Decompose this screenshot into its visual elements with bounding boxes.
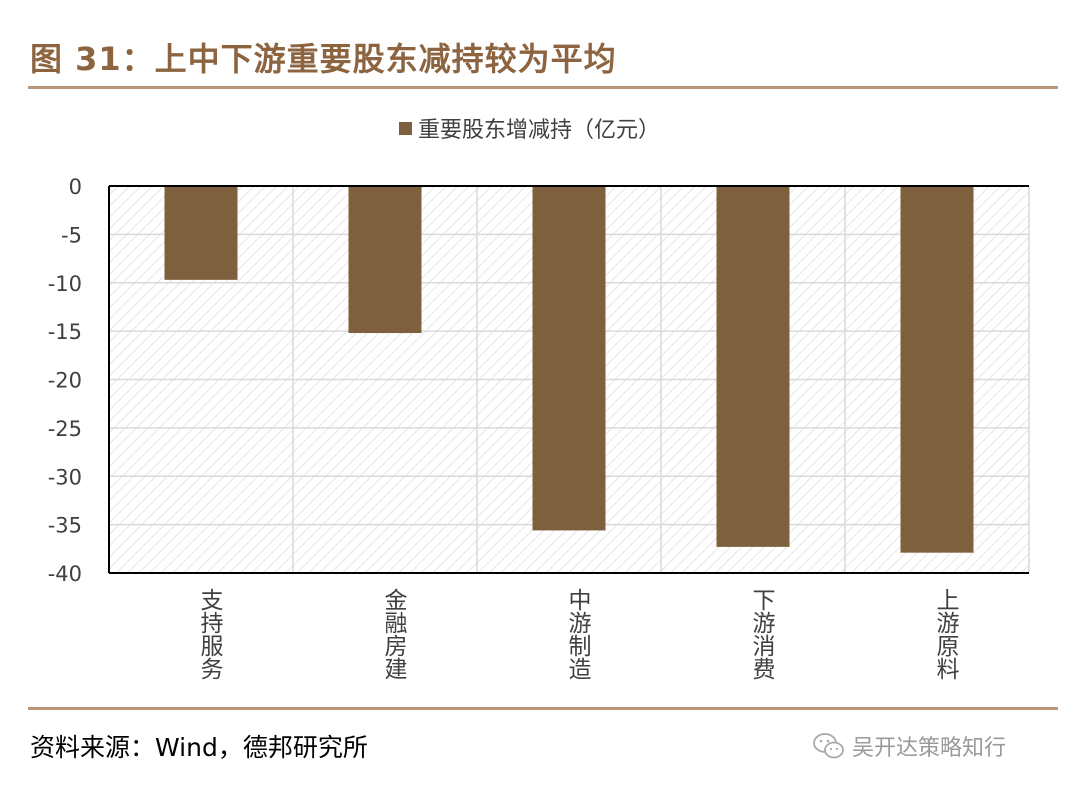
bar <box>532 186 606 531</box>
source-divider <box>28 707 1058 710</box>
y-tick-label: -10 <box>48 272 82 296</box>
wechat-icon <box>813 733 844 759</box>
chart-area: 0 -5 -10 -15 -20 -25 -30 -35 -40 支持服务 金融房建 中游制造 下游消费… <box>0 100 1080 700</box>
y-tick-label: -5 <box>61 223 82 247</box>
figure-title: 图 31：上中下游重要股东减持较为平均 <box>30 40 617 78</box>
bar <box>164 186 238 280</box>
y-tick-label: -15 <box>48 320 82 344</box>
y-tick-label: -40 <box>48 562 82 586</box>
x-tick-label: 支持服务 <box>196 588 224 680</box>
x-tick-label: 下游消费 <box>748 588 776 680</box>
x-tick-label: 上游原料 <box>932 588 960 680</box>
y-tick-label: -20 <box>48 369 82 393</box>
legend-swatch <box>399 122 412 135</box>
source-note: 资料来源：Wind，德邦研究所 <box>30 733 368 762</box>
watermark: 吴开达策略知行 <box>812 730 1006 762</box>
y-tick-label: -25 <box>48 417 82 441</box>
x-tick-label: 中游制造 <box>564 588 592 680</box>
watermark-text: 吴开达策略知行 <box>852 736 1007 761</box>
bar-chart: 0 -5 -10 -15 -20 -25 -30 -35 -40 支持服务 金融房建 中游制造 下游消费… <box>48 118 1030 680</box>
legend-label: 重要股东增减持（亿元） <box>418 118 660 143</box>
y-tick-label: 0 <box>69 175 82 199</box>
x-tick-label: 金融房建 <box>380 588 408 680</box>
bar <box>348 186 422 334</box>
y-tick-label: -30 <box>48 465 82 489</box>
legend: 重要股东增减持（亿元） <box>399 118 660 143</box>
title-divider <box>28 86 1058 89</box>
y-tick-label: -35 <box>48 514 82 538</box>
bar <box>900 186 974 553</box>
bar <box>716 186 790 547</box>
